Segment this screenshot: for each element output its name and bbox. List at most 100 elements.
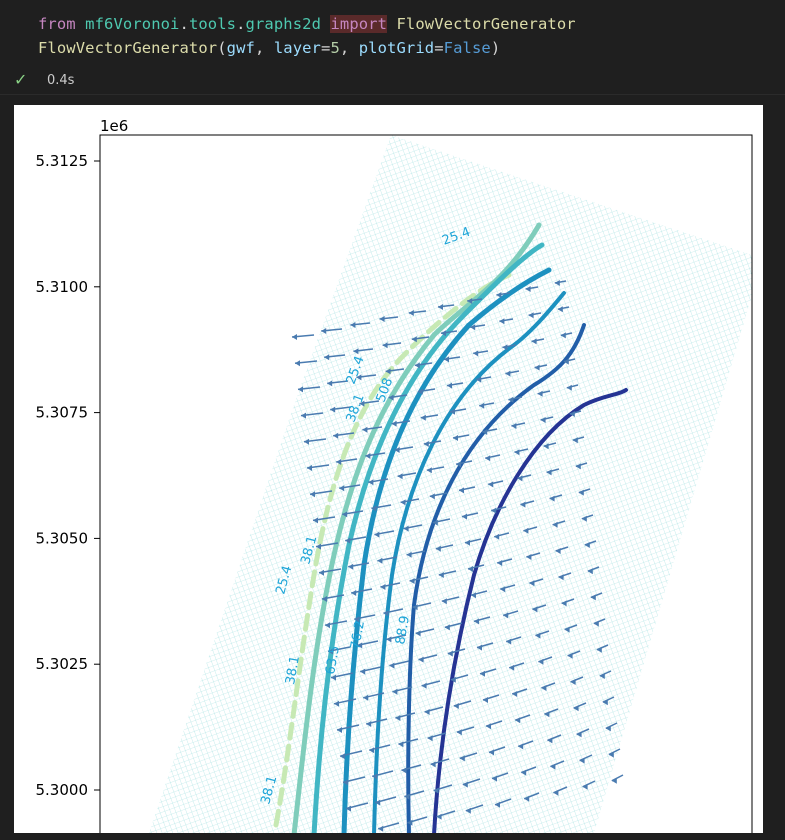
flow-arrowhead	[534, 364, 540, 371]
flow-arrowhead	[543, 443, 549, 450]
flow-arrowhead	[313, 517, 318, 524]
flow-arrowhead	[368, 479, 374, 486]
flow-arrowhead	[386, 636, 392, 643]
function-call: FlowVectorGenerator	[38, 39, 218, 57]
flow-arrowhead	[453, 703, 459, 709]
flow-arrowhead	[509, 664, 515, 671]
flow-arrowhead	[447, 650, 453, 657]
flow-arrowhead	[348, 563, 354, 570]
flow-arrowhead	[342, 511, 348, 518]
flow-arrowhead	[407, 819, 413, 826]
flow-arrowhead	[608, 751, 614, 758]
flow-arrowhead	[502, 344, 508, 351]
flow-arrowhead	[479, 402, 485, 409]
flow-arrowhead	[459, 755, 465, 762]
flow-arrowhead	[403, 525, 409, 532]
flow-arrowhead	[473, 350, 479, 357]
flow-arrowhead	[411, 336, 417, 343]
flow-arrowhead	[377, 557, 383, 564]
flow-arrowhead	[576, 731, 582, 738]
flow-arrowhead	[421, 682, 427, 689]
flow-arrowhead	[521, 769, 527, 776]
flow-arrowhead	[408, 310, 414, 316]
kwarg-layer: layer	[273, 39, 321, 57]
flow-arrowhead	[563, 358, 569, 365]
flow-arrowhead	[406, 551, 412, 558]
flow-arrowhead	[333, 432, 339, 439]
flow-arrowhead	[369, 747, 375, 754]
y-tick-label: 5.3100	[36, 278, 89, 296]
flow-arrowhead	[350, 322, 356, 328]
flow-arrowhead	[351, 590, 357, 596]
flow-arrowhead	[526, 554, 532, 560]
flow-arrowhead	[382, 342, 388, 349]
flow-arrowhead	[523, 527, 529, 534]
flow-arrowhead	[468, 566, 473, 572]
flow-arrowhead	[590, 594, 596, 601]
flow-arrowhead	[324, 354, 330, 361]
flow-arrowhead	[511, 423, 517, 429]
flow-arrowhead	[453, 435, 458, 441]
flow-arrowhead	[409, 578, 415, 584]
flow-arrowhead	[554, 280, 560, 286]
contour-label: 76.2	[348, 620, 368, 651]
flow-arrowhead	[558, 574, 564, 581]
flow-arrowhead	[611, 777, 617, 784]
flow-arrowhead	[531, 338, 537, 345]
flow-arrowhead	[482, 429, 488, 435]
y-tick-label: 5.3025	[36, 655, 89, 673]
flow-arrowhead	[465, 539, 470, 546]
flow-arrowhead	[398, 741, 404, 748]
paren: )	[490, 39, 501, 57]
code-cell[interactable]: from mf6Voronoi.tools.graphs2d import Fl…	[0, 0, 785, 70]
flow-arrowhead	[356, 374, 362, 381]
flow-arrowhead	[420, 414, 426, 421]
flow-arrowhead	[375, 799, 381, 806]
flow-arrowhead	[456, 461, 461, 468]
comma: ,	[339, 39, 359, 57]
flow-arrowhead	[553, 789, 559, 796]
flow-arrowhead	[385, 368, 391, 375]
flow-arrowhead	[488, 481, 494, 488]
flow-arrowhead	[514, 449, 520, 456]
flow-arrowhead	[447, 382, 452, 389]
check-icon: ✓	[14, 70, 28, 89]
flow-arrowhead	[365, 453, 371, 459]
flow-arrowhead	[505, 370, 511, 377]
flow-arrowhead	[497, 560, 503, 566]
flow-arrowhead	[337, 727, 342, 733]
code-line-2: FlowVectorGenerator(gwf, layer=5, plotGr…	[38, 39, 500, 57]
equals: =	[434, 39, 444, 57]
flow-arrowhead	[570, 679, 576, 685]
imported-class: FlowVectorGenerator	[396, 15, 576, 33]
flow-arrowhead	[307, 465, 312, 471]
flow-arrowhead	[353, 348, 359, 355]
flow-arrowhead	[360, 668, 366, 675]
flow-arrowhead	[417, 388, 423, 395]
flow-arrowhead	[430, 761, 436, 768]
contour-label: 25.4	[273, 564, 295, 596]
flow-arrowhead	[573, 705, 579, 712]
keyword-from: from	[38, 15, 76, 33]
flow-arrowhead	[363, 694, 369, 701]
flow-arrowhead	[512, 691, 518, 697]
flow-arrowhead	[427, 735, 433, 742]
execution-status: ✓ 0.4s	[14, 70, 214, 92]
flow-arrowhead	[578, 489, 584, 496]
flow-arrowhead	[470, 324, 476, 331]
flow-arrowhead	[438, 572, 444, 578]
flow-arrowhead	[394, 447, 400, 453]
flow-arrowhead	[310, 491, 315, 498]
flow-arrowhead	[418, 656, 424, 663]
flow-arrowhead	[401, 767, 407, 774]
flow-arrowhead	[465, 807, 471, 814]
flow-arrowhead	[557, 306, 563, 313]
flow-arrowhead	[528, 312, 534, 319]
flow-arrowhead	[486, 723, 491, 730]
module-name: mf6Voronoi	[85, 15, 180, 33]
flow-arrowhead	[345, 537, 351, 544]
flow-arrowhead	[444, 356, 449, 363]
kwarg-plotgrid: plotGrid	[358, 39, 435, 57]
